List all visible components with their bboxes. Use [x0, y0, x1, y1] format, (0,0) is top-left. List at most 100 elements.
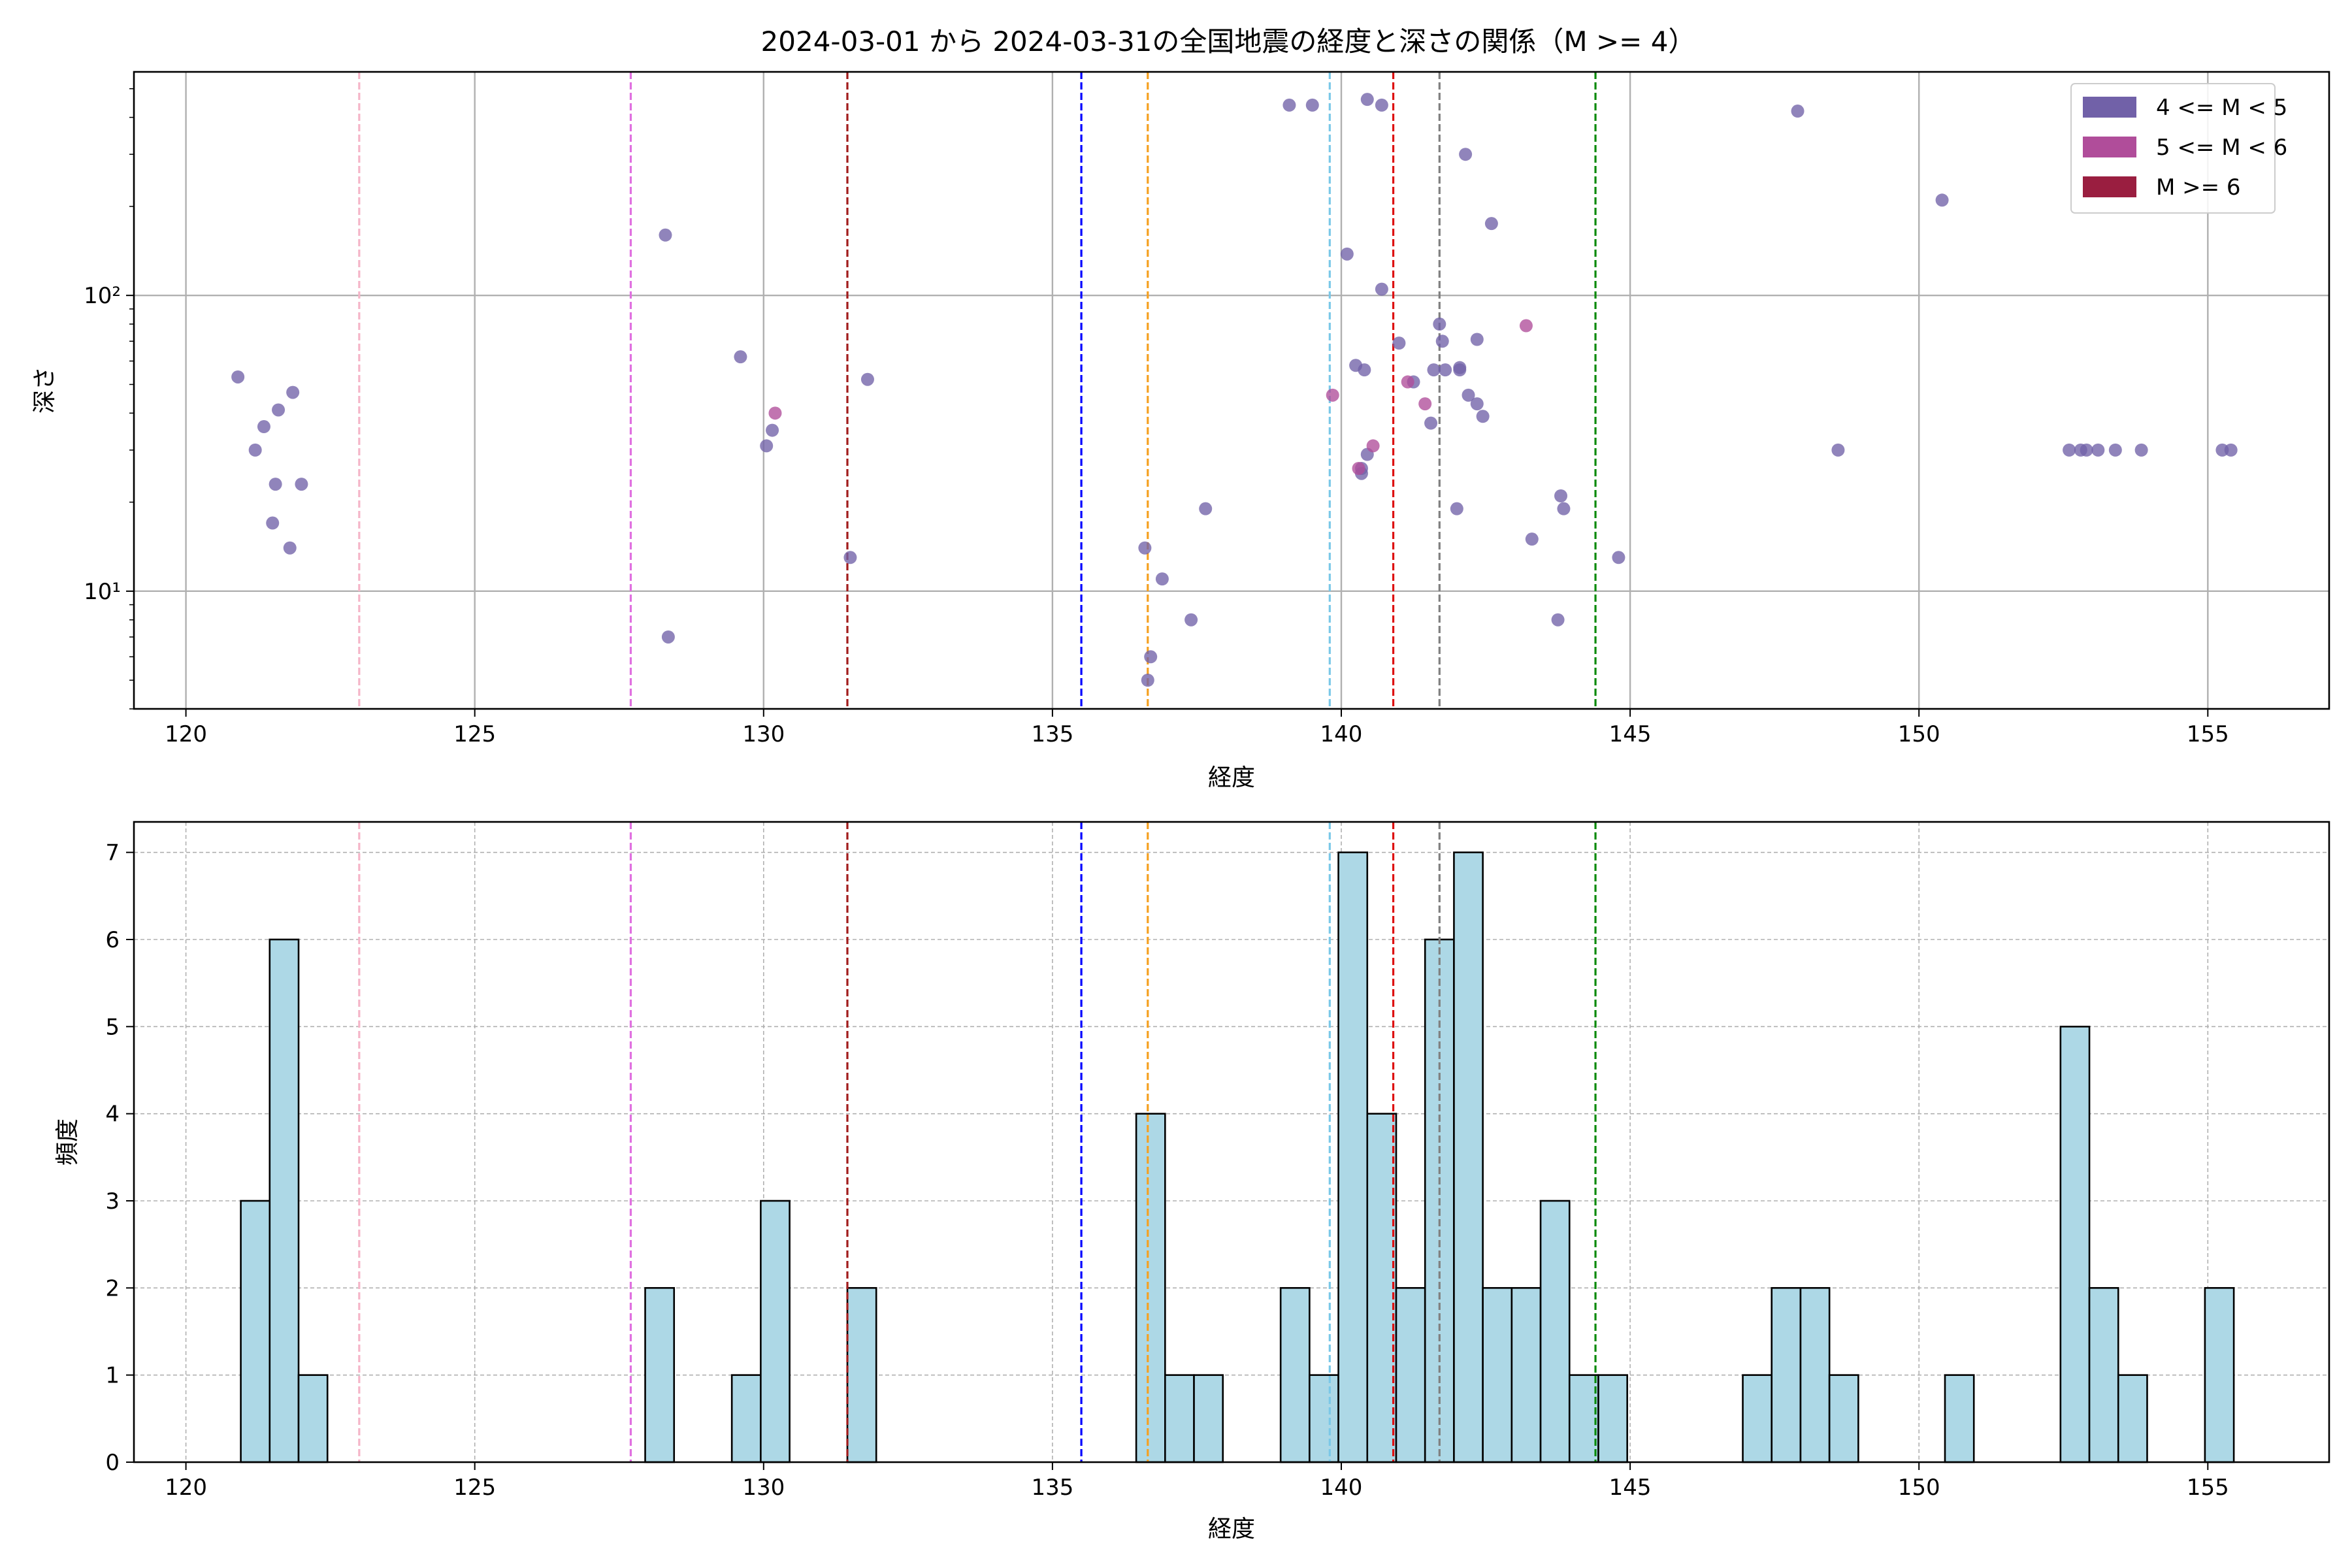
scatter-point: [257, 420, 270, 434]
histogram-y-tick-label: 4: [105, 1102, 120, 1128]
scatter-point: [269, 478, 282, 491]
histogram-bar: [1135, 1113, 1166, 1463]
scatter-point: [659, 228, 672, 242]
histogram-bar: [1771, 1287, 1802, 1463]
histogram-bar: [1453, 851, 1484, 1463]
scatter-point: [1484, 217, 1498, 231]
legend-swatch-m4: [2083, 97, 2136, 118]
scatter-plot-area: [133, 71, 2330, 710]
scatter-point: [2224, 443, 2238, 457]
histogram-x-tick-label: 140: [1320, 1475, 1363, 1501]
scatter-y-tick-label: 10²: [84, 283, 121, 309]
scatter-point: [1155, 572, 1169, 586]
histogram-y-tick-label: 2: [105, 1275, 120, 1301]
histogram-reference-lines: [358, 822, 1597, 1462]
histogram-bar: [2117, 1374, 2148, 1463]
scatter-point: [286, 385, 300, 399]
scatter-x-ticks: 120 125 130 135 140 145 150 155: [165, 709, 2229, 747]
scatter-point: [766, 423, 779, 437]
histogram-x-tick-label: 145: [1609, 1475, 1652, 1501]
histogram-x-tick-label: 125: [453, 1475, 496, 1501]
scatter-point: [768, 406, 782, 420]
scatter-point: [1144, 650, 1158, 664]
scatter-point: [734, 350, 747, 364]
scatter-point: [1459, 148, 1473, 161]
histogram-bar: [1944, 1374, 1975, 1463]
scatter-y-tick-label: 10¹: [84, 579, 121, 605]
scatter-x-tick-label: 130: [742, 721, 785, 747]
histogram-bar: [2204, 1287, 2235, 1463]
scatter-point: [1791, 105, 1805, 118]
scatter-point: [860, 372, 874, 386]
scatter-point: [1340, 247, 1354, 261]
scatter-point: [283, 541, 297, 555]
histogram-y-tick-label: 0: [105, 1450, 120, 1476]
scatter-point: [1184, 613, 1198, 627]
scatter-point: [231, 370, 245, 384]
histogram-y-axis-label: 頻度: [54, 1119, 81, 1166]
scatter-point: [1462, 388, 1475, 402]
histogram-bar: [1164, 1374, 1195, 1463]
histogram-bar: [1742, 1374, 1773, 1463]
scatter-x-tick-label: 150: [1898, 721, 1940, 747]
histogram-bar: [1337, 851, 1369, 1463]
histogram-bar: [1568, 1374, 1599, 1463]
histogram-bar: [1539, 1200, 1571, 1463]
scatter-point: [1470, 333, 1484, 346]
scatter-x-tick-label: 155: [2187, 721, 2229, 747]
scatter-x-tick-label: 140: [1320, 721, 1363, 747]
scatter-point: [266, 516, 280, 530]
scatter-point: [1141, 674, 1154, 687]
scatter-point: [295, 478, 308, 491]
scatter-grid: [134, 72, 2329, 709]
scatter-point: [1358, 363, 1371, 377]
histogram-bar: [1597, 1374, 1628, 1463]
histogram-y-ticks: 0 1 2 3 4 5 6 7: [105, 840, 134, 1476]
scatter-x-axis-label: 経度: [1208, 764, 1255, 791]
legend-swatch-m6: [2083, 176, 2136, 197]
scatter-point: [1470, 397, 1484, 411]
scatter-point: [1525, 532, 1539, 546]
scatter-point: [1831, 443, 1845, 457]
scatter-point: [760, 439, 774, 453]
scatter-point: [1305, 98, 1319, 112]
scatter-point: [1551, 613, 1565, 627]
scatter-x-tick-label: 145: [1609, 721, 1652, 747]
scatter-point: [1424, 416, 1438, 430]
scatter-point: [1326, 388, 1339, 402]
scatter-point: [1392, 336, 1406, 350]
histogram-x-ticks: 120 125 130 135 140 145 150 155: [165, 1462, 2229, 1501]
legend-label-m4: 4 <= M < 5: [2156, 95, 2287, 121]
histogram-y-tick-label: 1: [105, 1363, 120, 1389]
histogram-bar: [846, 1287, 877, 1463]
scatter-x-tick-label: 125: [453, 721, 496, 747]
histogram-x-tick-label: 120: [165, 1475, 207, 1501]
histogram-x-tick-label: 155: [2187, 1475, 2229, 1501]
scatter-point: [843, 551, 857, 564]
scatter-point: [1439, 363, 1452, 377]
histogram-bar: [240, 1200, 271, 1463]
legend-swatch-m5: [2083, 137, 2136, 157]
histogram-y-tick-label: 6: [105, 927, 120, 953]
scatter-point: [1557, 502, 1571, 515]
scatter-point: [1935, 193, 1949, 207]
scatter-point: [2063, 443, 2076, 457]
histogram-x-tick-label: 135: [1031, 1475, 1073, 1501]
histogram-y-tick-label: 5: [105, 1014, 120, 1040]
legend: 4 <= M < 5 5 <= M < 6 M >= 6: [2070, 83, 2287, 214]
histogram-y-tick-label: 7: [105, 840, 120, 866]
scatter-point: [2091, 443, 2105, 457]
scatter-point: [1427, 363, 1441, 377]
scatter-point: [1612, 551, 1625, 564]
legend-label-m6: M >= 6: [2156, 174, 2241, 201]
scatter-point: [1433, 318, 1446, 331]
scatter-x-tick-label: 135: [1031, 721, 1073, 747]
histogram-bars: [240, 851, 2235, 1463]
scatter-point: [1450, 502, 1463, 515]
histogram-bar: [269, 938, 300, 1463]
histogram-bar: [730, 1374, 762, 1463]
histogram-bar: [2088, 1287, 2119, 1463]
scatter-point: [272, 403, 286, 417]
scatter-point: [1435, 335, 1449, 348]
